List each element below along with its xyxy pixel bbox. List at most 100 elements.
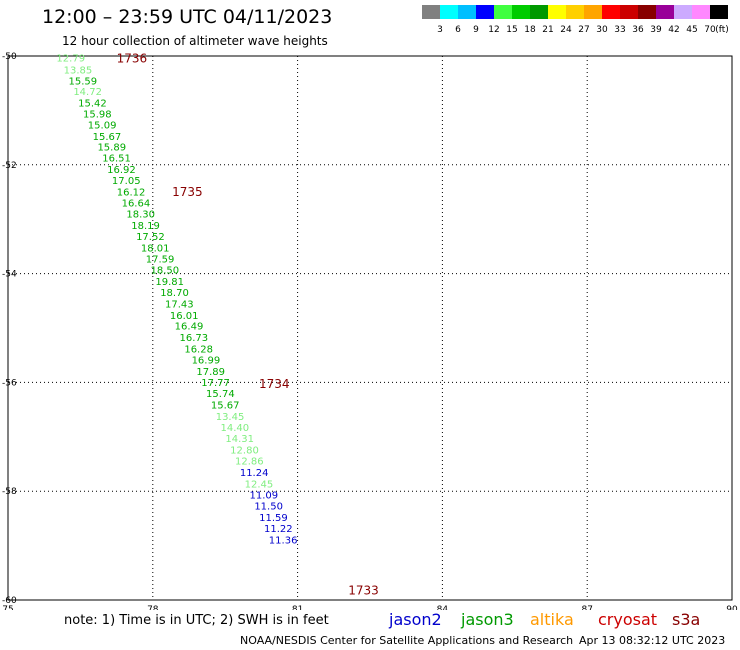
wave-height-point: 18.70 [160, 288, 189, 299]
wave-height-point: 16.51 [102, 154, 131, 165]
y-tick-label: -58 [2, 487, 17, 497]
chart-subtitle: 12 hour collection of altimeter wave hei… [62, 34, 328, 48]
chart-title: 12:00 – 23:59 UTC 04/11/2023 [42, 6, 333, 28]
legend-altika: altika [530, 610, 574, 629]
wave-height-point: 16.01 [170, 311, 199, 322]
wave-height-point: 13.85 [64, 65, 93, 76]
wave-height-point: 11.22 [264, 524, 293, 535]
colorbar-swatch [602, 5, 620, 19]
y-tick-label: -60 [2, 596, 17, 606]
wave-height-point: 15.98 [83, 109, 112, 120]
pass-time-label: 1734 [259, 377, 290, 391]
wave-height-point: 17.59 [146, 255, 175, 266]
wave-height-point: 11.09 [249, 490, 278, 501]
colorbar-swatch [566, 5, 584, 19]
wave-height-point: 11.36 [269, 535, 298, 546]
plot-frame [7, 55, 733, 601]
legend-s3a: s3a [672, 610, 701, 629]
wave-height-point: 15.89 [97, 143, 126, 154]
wave-height-point: 14.40 [221, 423, 250, 434]
colorbar-label: 33 [614, 25, 625, 35]
colorbar-label: 27 [578, 25, 589, 35]
colorbar-swatch [530, 5, 548, 19]
wave-height-point: 17.43 [165, 299, 194, 310]
colorbar-label: 36 [632, 25, 644, 35]
x-tick-label: 75 [2, 605, 13, 610]
colorbar-label: 6 [455, 25, 461, 35]
wave-height-point: 16.49 [175, 322, 204, 333]
pass-time-label: 1733 [348, 584, 379, 598]
wave-height-point: 15.42 [78, 99, 107, 110]
colorbar-label: 42 [668, 25, 679, 35]
colorbar-swatch [692, 5, 710, 19]
altimeter-map: 75 78 81 84 87 90 -50 -52 -54 -56 -58 -60 12.7913.85… [2, 52, 738, 610]
wave-height-point: 18.19 [131, 221, 160, 232]
colorbar-swatch [584, 5, 602, 19]
wave-height-point: 16.28 [184, 344, 213, 355]
wave-height-point: 16.73 [180, 333, 209, 344]
pass-time-label: 1736 [117, 52, 148, 66]
colorbar-label: 45 [686, 25, 697, 35]
colorbar-swatch [620, 5, 638, 19]
legend-cryosat: cryosat [598, 610, 658, 629]
wave-height-point: 15.74 [206, 389, 235, 400]
wave-height-point: 16.99 [192, 355, 221, 366]
y-tick-label: -54 [2, 270, 17, 280]
wave-height-point: 18.01 [141, 243, 170, 254]
wave-height-point: 19.81 [155, 277, 184, 288]
y-tick-label: -56 [2, 378, 17, 388]
legend-jason3: jason3 [461, 610, 514, 629]
wave-height-point: 12.86 [235, 457, 264, 468]
colorbar-swatch [494, 5, 512, 19]
credit-line: NOAA/NESDIS Center for Satellite Applica… [240, 634, 574, 647]
generated-timestamp: Apr 13 08:32:12 UTC 2023 [579, 634, 726, 647]
colorbar-label: 70 [704, 25, 716, 35]
colorbar-label: 9 [473, 25, 479, 35]
footnote: note: 1) Time is in UTC; 2) SWH is in fe… [64, 613, 329, 628]
colorbar-label: 12 [488, 25, 499, 35]
wave-height-point: 16.64 [122, 199, 151, 210]
colorbar-swatch [674, 5, 692, 19]
x-tick-label: 78 [147, 605, 159, 610]
wave-height-point: 15.09 [88, 120, 117, 131]
wave-height-point: 16.12 [117, 187, 146, 198]
wave-height-point: 11.24 [240, 468, 269, 479]
colorbar-swatch [476, 5, 494, 19]
colorbar-swatch [548, 5, 566, 19]
colorbar-unit: (ft) [715, 25, 729, 35]
wave-height-point: 12.45 [245, 479, 274, 490]
colorbar-label: 15 [506, 25, 517, 35]
wave-height-point: 15.67 [211, 401, 240, 412]
wave-height-point: 18.30 [126, 210, 155, 221]
wave-height-point: 15.59 [68, 76, 97, 87]
wave-height-point: 12.80 [230, 446, 259, 457]
wave-height-point: 14.72 [73, 87, 102, 98]
colorbar-swatch [512, 5, 530, 19]
colorbar-swatch [458, 5, 476, 19]
wave-height-point: 17.77 [201, 378, 230, 389]
colorbar-label: 24 [560, 25, 572, 35]
wave-height-point: 11.50 [254, 502, 283, 513]
colorbar-label: 18 [524, 25, 536, 35]
x-tick-label: 90 [726, 605, 738, 610]
x-tick-label: 87 [581, 605, 592, 610]
colorbar-label: 30 [596, 25, 608, 35]
wave-height-point: 15.67 [93, 132, 122, 143]
x-tick-label: 81 [292, 605, 303, 610]
wave-height-point: 11.59 [259, 513, 288, 524]
colorbar-swatch [422, 5, 440, 19]
wave-height-point: 12.79 [56, 53, 85, 64]
wave-height-point: 16.92 [107, 165, 136, 176]
colorbar-label: 39 [650, 25, 662, 35]
y-tick-label: -52 [2, 161, 17, 171]
colorbar-swatch [710, 5, 728, 19]
colorbar-label: 3 [437, 25, 443, 35]
wave-height-point: 18.50 [151, 266, 180, 277]
y-tick-label: -50 [2, 52, 17, 62]
x-tick-label: 84 [437, 605, 449, 610]
pass-time-label: 1735 [172, 185, 203, 199]
legend-jason2: jason2 [389, 610, 442, 629]
wave-height-point: 14.31 [225, 434, 254, 445]
wave-height-point: 13.45 [216, 412, 245, 423]
wave-height-point: 17.89 [196, 367, 225, 378]
